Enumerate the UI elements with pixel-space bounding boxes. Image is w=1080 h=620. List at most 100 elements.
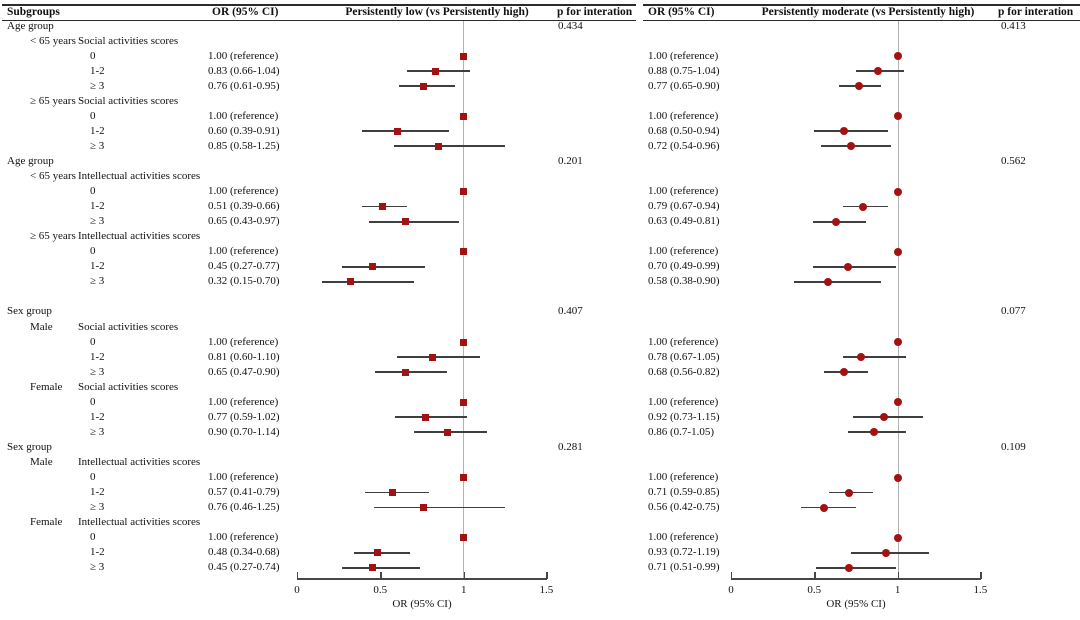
row-score-level-label: 0 <box>90 395 96 408</box>
row-score-level-label: 0 <box>90 49 96 62</box>
x-axis-tick <box>897 572 899 579</box>
row-score-level-label: ≥ 3 <box>90 139 105 152</box>
column-header-p-interaction-right: p for interation <box>998 6 1074 18</box>
table-row: Female Social activities scores <box>0 380 1080 395</box>
table-row: 0 1.00 (reference) 1.00 (reference) <box>0 244 1080 259</box>
row-or-value-left: 0.81 (0.60-1.10) <box>208 350 280 363</box>
row-score-level-label: 1-2 <box>90 486 105 499</box>
row-or-value-right: 0.77 (0.65-0.90) <box>648 79 720 92</box>
ci-whisker-left <box>322 280 414 283</box>
row-p-interaction-left: 0.281 <box>558 440 583 453</box>
point-marker-right <box>893 112 902 121</box>
x-axis-tick <box>463 572 466 579</box>
table-row: 1-2 0.51 (0.39-0.66) 0.79 (0.67-0.94) <box>0 199 1080 214</box>
x-tick-label: 1.5 <box>973 584 988 596</box>
point-marker-right <box>820 503 829 512</box>
point-marker-left <box>460 248 468 256</box>
point-marker-left <box>420 82 428 90</box>
row-score-level-label: ≥ 3 <box>90 425 105 438</box>
table-row: ≥ 3 0.76 (0.61-0.95) 0.77 (0.65-0.90) <box>0 79 1080 94</box>
point-marker-right <box>847 142 855 151</box>
point-marker-right <box>845 563 854 572</box>
row-or-value-left: 0.77 (0.59-1.02) <box>208 410 280 423</box>
row-score-level-label: 1-2 <box>90 200 105 213</box>
row-or-value-left: 1.00 (reference) <box>208 109 279 122</box>
ci-whisker-left <box>373 506 506 509</box>
table-row: Age group 0.434 0.413 <box>0 19 1080 34</box>
row-or-value-left: 0.83 (0.66-1.04) <box>208 64 280 77</box>
row-score-level-label: 0 <box>90 335 96 348</box>
right-table-header-rule <box>643 19 1080 22</box>
row-or-value-left: 0.57 (0.41-0.79) <box>208 486 280 499</box>
table-row: 0 1.00 (reference) 1.00 (reference) <box>0 530 1080 545</box>
point-marker-left <box>460 112 468 120</box>
row-activity-label: Intellectual activities scores <box>78 230 201 243</box>
point-marker-left <box>378 203 386 211</box>
table-row: 0 1.00 (reference) 1.00 (reference) <box>0 470 1080 485</box>
point-marker-right <box>893 187 902 196</box>
table-row: Female Intellectual activities scores <box>0 515 1080 530</box>
row-or-value-right: 1.00 (reference) <box>648 245 719 258</box>
row-score-level-label: ≥ 3 <box>90 215 105 228</box>
point-marker-left <box>428 353 436 361</box>
point-marker-left <box>401 218 409 226</box>
point-marker-left <box>460 338 468 346</box>
row-or-value-left: 0.76 (0.46-1.25) <box>208 501 280 514</box>
table-row: Male Social activities scores <box>0 320 1080 335</box>
row-or-value-left: 0.32 (0.15-0.70) <box>208 275 280 288</box>
row-or-value-left: 1.00 (reference) <box>208 471 279 483</box>
table-row: ≥ 3 0.85 (0.58-1.25) 0.72 (0.54-0.96) <box>0 139 1080 154</box>
row-score-level-label: ≥ 3 <box>90 79 105 92</box>
row-or-value-left: 0.76 (0.61-0.95) <box>208 79 280 92</box>
point-marker-left <box>435 142 443 150</box>
point-marker-right <box>893 52 902 61</box>
row-or-value-right: 0.72 (0.54-0.96) <box>648 139 720 152</box>
ci-whisker-right <box>816 566 896 569</box>
row-activity-label: Social activities scores <box>78 94 179 107</box>
ci-whisker-left <box>362 130 449 133</box>
row-or-value-left: 0.51 (0.39-0.66) <box>208 200 280 213</box>
row-or-value-right: 0.58 (0.38-0.90) <box>648 275 720 288</box>
row-or-value-right: 1.00 (reference) <box>648 185 719 198</box>
row-subgroup-label: < 65 years <box>30 34 76 47</box>
point-marker-right <box>893 338 902 347</box>
table-row: 1-2 0.60 (0.39-0.91) 0.68 (0.50-0.94) <box>0 124 1080 139</box>
row-or-value-right: 1.00 (reference) <box>648 471 719 483</box>
row-score-level-label: 1-2 <box>90 546 105 559</box>
table-row: 1-2 0.48 (0.34-0.68) 0.93 (0.72-1.19) <box>0 545 1080 560</box>
point-marker-right <box>880 413 889 422</box>
row-score-level-label: ≥ 3 <box>90 561 105 574</box>
row-p-interaction-left: 0.434 <box>558 19 583 32</box>
table-row: 1-2 0.81 (0.60-1.10) 0.78 (0.67-1.05) <box>0 350 1080 365</box>
row-score-level-label: ≥ 3 <box>90 365 105 378</box>
row-subgroup-label: Female <box>30 516 63 529</box>
ci-whisker-right <box>812 265 896 268</box>
table-row: Male Intellectual activities scores <box>0 455 1080 470</box>
table-row: 1-2 0.57 (0.41-0.79) 0.71 (0.59-0.85) <box>0 485 1080 500</box>
x-tick-label: 1 <box>460 584 467 596</box>
point-marker-left <box>373 549 381 557</box>
x-tick-label: 1 <box>894 584 901 596</box>
row-subgroup-label: Female <box>30 380 63 393</box>
row-or-value-right: 0.68 (0.50-0.94) <box>648 124 720 137</box>
table-row: < 65 years Social activities scores <box>0 34 1080 49</box>
row-subgroup-label: ≥ 65 years <box>30 94 76 107</box>
column-header-p-interaction-left: p for interation <box>557 6 633 18</box>
point-marker-left <box>421 413 429 421</box>
row-score-level-label: 0 <box>90 531 96 544</box>
right-table-top-rule <box>643 4 1080 6</box>
row-or-value-right: 1.00 (reference) <box>648 531 719 544</box>
point-marker-left <box>443 428 451 436</box>
table-row: 0 1.00 (reference) 1.00 (reference) <box>0 184 1080 199</box>
point-marker-right <box>893 533 902 542</box>
ci-whisker-right <box>801 506 856 509</box>
x-axis-tick <box>380 572 382 579</box>
row-score-level-label: 1-2 <box>90 124 105 137</box>
x-axis-tick <box>814 572 816 579</box>
row-or-value-right: 0.68 (0.56-0.82) <box>648 365 720 378</box>
x-axis-tick <box>980 572 982 579</box>
row-or-value-right: 0.93 (0.72-1.19) <box>648 546 720 559</box>
spacer-row <box>0 289 1080 304</box>
reference-line-right-panel <box>897 21 899 578</box>
column-header-or-ci-right: OR (95% CI) <box>648 6 715 18</box>
